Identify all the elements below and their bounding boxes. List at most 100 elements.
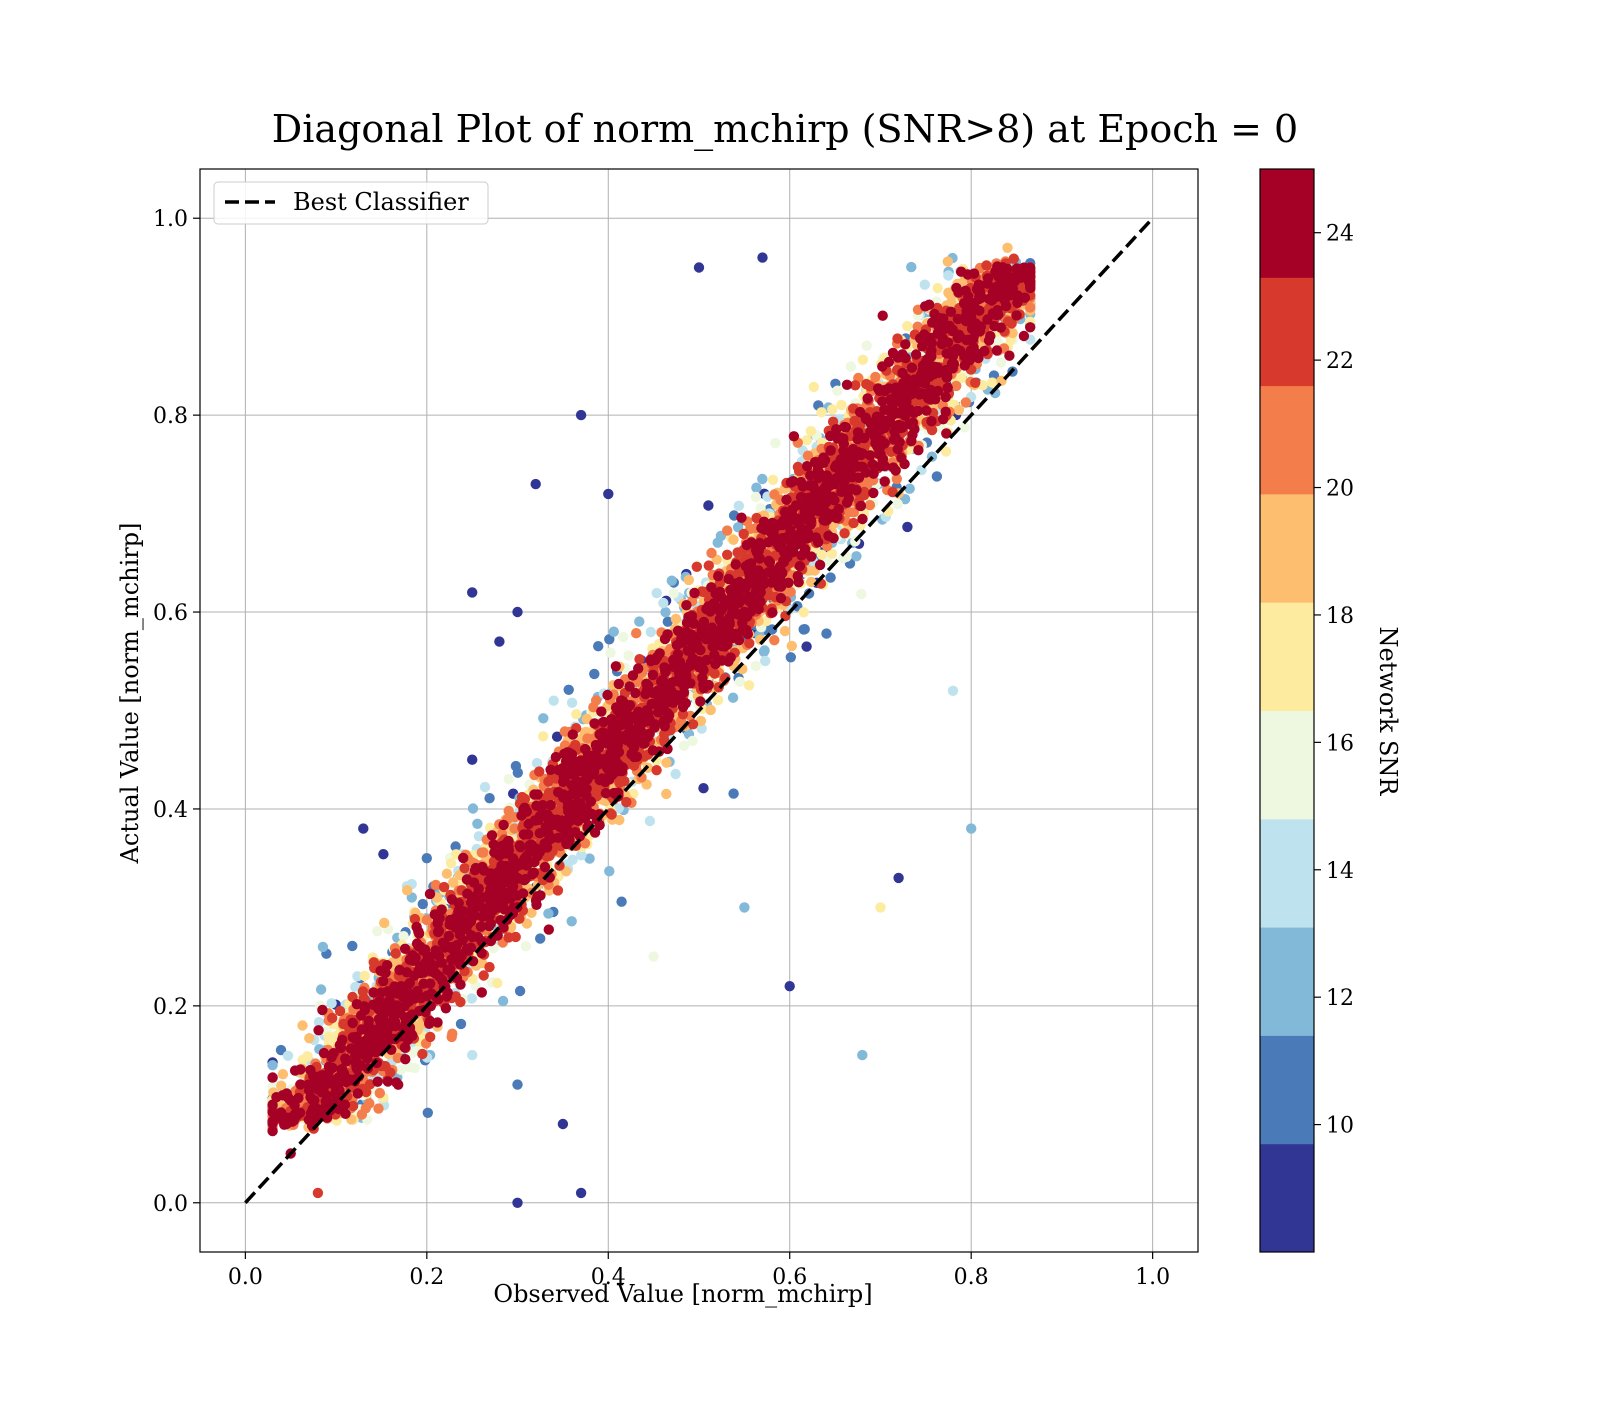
scatter-point bbox=[698, 783, 708, 793]
scatter-point bbox=[567, 855, 577, 865]
scatter-point bbox=[425, 1032, 435, 1042]
scatter-point bbox=[687, 736, 697, 746]
scatter-point bbox=[943, 270, 953, 280]
scatter-point bbox=[785, 981, 795, 991]
scatter-point bbox=[875, 902, 885, 912]
scatter-point bbox=[706, 548, 716, 558]
scatter-point bbox=[669, 588, 679, 598]
scatter-point bbox=[417, 1049, 427, 1059]
scatter-point bbox=[932, 471, 942, 481]
scatter-point bbox=[809, 382, 819, 392]
scatter-point bbox=[768, 475, 778, 485]
scatter-point bbox=[760, 656, 770, 666]
scatter-point bbox=[920, 280, 930, 290]
scatter-point bbox=[966, 823, 976, 833]
scatter-point bbox=[751, 483, 761, 493]
scatter-point bbox=[652, 588, 662, 598]
scatter-point bbox=[616, 897, 626, 907]
scatter-point bbox=[658, 598, 668, 608]
scatter-point bbox=[902, 321, 912, 331]
scatter-point bbox=[549, 696, 559, 706]
scatter-point bbox=[688, 719, 698, 729]
scatter-point bbox=[373, 1103, 383, 1113]
scatter-point bbox=[468, 803, 478, 813]
scatter-point bbox=[576, 1188, 586, 1198]
scatter-point bbox=[906, 262, 916, 272]
scatter-point bbox=[316, 984, 326, 994]
scatter-point bbox=[379, 918, 389, 928]
scatter-point bbox=[567, 698, 577, 708]
scatter-point bbox=[521, 941, 531, 951]
scatter-point bbox=[447, 1032, 457, 1042]
scatter-point bbox=[735, 677, 745, 687]
scatter-point bbox=[609, 627, 619, 637]
scatter-point bbox=[692, 562, 702, 572]
scatter-point bbox=[780, 626, 790, 636]
scatter-point bbox=[515, 986, 525, 996]
scatter-point bbox=[313, 1188, 323, 1198]
scatter-point bbox=[360, 971, 370, 981]
scatter-point bbox=[799, 624, 809, 634]
scatter-point bbox=[648, 951, 658, 961]
scatter-point bbox=[378, 849, 388, 859]
scatter-point bbox=[757, 252, 767, 262]
scatter-point bbox=[567, 916, 577, 926]
scatter-point bbox=[484, 962, 494, 972]
scatter-point bbox=[478, 847, 488, 857]
scatter-point bbox=[553, 885, 563, 895]
scatter-point bbox=[442, 869, 452, 879]
scatter-point bbox=[799, 607, 809, 617]
scatter-point bbox=[862, 341, 872, 351]
scatter-point bbox=[467, 993, 477, 1003]
scatter-point bbox=[817, 550, 827, 560]
scatter-point bbox=[905, 484, 915, 494]
scatter-point bbox=[981, 260, 991, 270]
scatter-point bbox=[278, 1069, 288, 1079]
scatter-point bbox=[467, 587, 477, 597]
scatter-point bbox=[593, 641, 603, 651]
scatter-point bbox=[933, 283, 943, 293]
scatter-point bbox=[722, 550, 732, 560]
scatter-point bbox=[571, 709, 581, 719]
scatter-point bbox=[943, 256, 953, 266]
scatter-point bbox=[684, 575, 694, 585]
scatter-point bbox=[728, 693, 738, 703]
scatter-point bbox=[816, 407, 826, 417]
scatter-point bbox=[839, 528, 849, 538]
scatter-point bbox=[645, 816, 655, 826]
scatter-point bbox=[582, 733, 592, 743]
scatter-point bbox=[757, 474, 767, 484]
scatter-point bbox=[970, 378, 980, 388]
scatter-point bbox=[739, 902, 749, 912]
scatter-point bbox=[302, 1051, 312, 1061]
scatter-point bbox=[856, 589, 866, 599]
scatter-point bbox=[661, 758, 671, 768]
scatter-point bbox=[623, 650, 633, 660]
scatter-point bbox=[667, 576, 677, 586]
scatter-point bbox=[456, 1019, 466, 1029]
scatter-point bbox=[902, 522, 912, 532]
scatter-point bbox=[504, 774, 514, 784]
scatter-point bbox=[706, 705, 716, 715]
scatter-point bbox=[857, 1050, 867, 1060]
scatter-point bbox=[423, 1108, 433, 1118]
scatter-point bbox=[631, 628, 641, 638]
scatter-point bbox=[604, 866, 614, 876]
scatter-point bbox=[564, 685, 574, 695]
scatter-point bbox=[304, 1033, 314, 1043]
scatter-point bbox=[410, 1063, 420, 1073]
scatter-point bbox=[543, 908, 553, 918]
scatter-point bbox=[651, 765, 661, 775]
scatter-point bbox=[751, 661, 761, 671]
scatter-point bbox=[1002, 243, 1012, 253]
chart-title: Diagonal Plot of norm_mchirp (SNR>8) at … bbox=[272, 107, 1298, 152]
scatter-point bbox=[267, 1060, 277, 1070]
scatter-point bbox=[734, 501, 744, 511]
scatter-point bbox=[786, 652, 796, 662]
scatter-point bbox=[728, 535, 738, 545]
scatter-point bbox=[801, 641, 811, 651]
scatter-point bbox=[335, 1006, 345, 1016]
scatter-point bbox=[347, 941, 357, 951]
scatter-point bbox=[694, 262, 704, 272]
